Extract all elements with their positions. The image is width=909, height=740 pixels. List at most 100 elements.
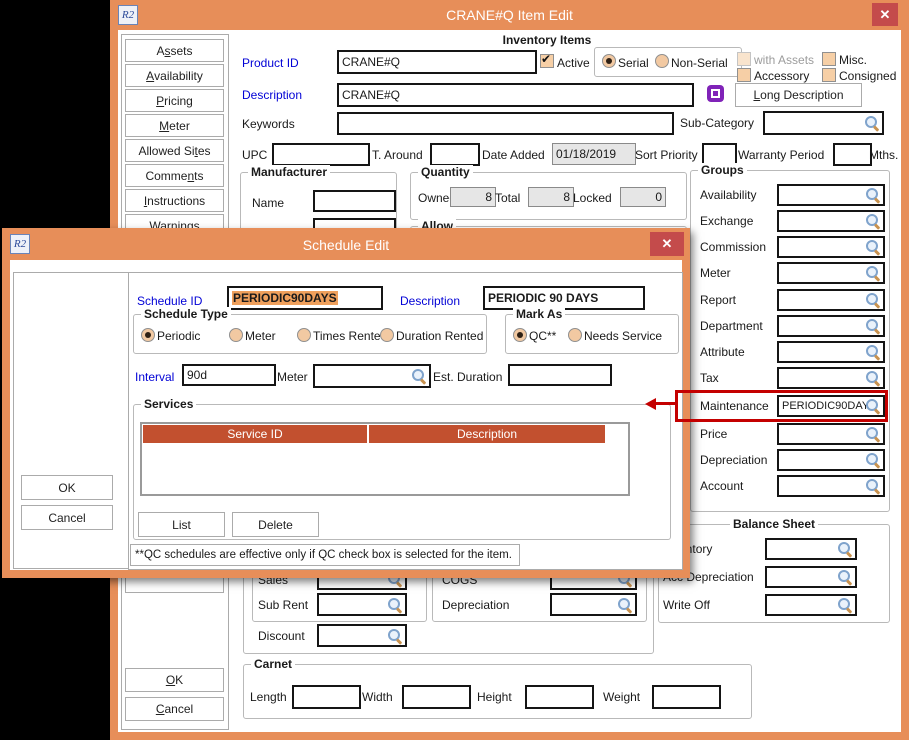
search-icon[interactable] (864, 115, 880, 131)
delete-button[interactable]: Delete (232, 512, 319, 537)
est-duration-input[interactable] (508, 364, 612, 386)
group-lookup-commission[interactable] (777, 236, 885, 258)
search-icon[interactable] (865, 318, 881, 334)
close-icon[interactable]: ✕ (872, 3, 898, 26)
schedule-id-label: Schedule ID (137, 294, 203, 308)
warranty-period-input[interactable] (833, 143, 872, 166)
group-lookup-report[interactable] (777, 289, 885, 311)
search-icon[interactable] (865, 239, 881, 255)
search-icon[interactable] (387, 597, 403, 613)
manufacturer-name-input[interactable] (313, 190, 396, 212)
weight-input[interactable] (652, 685, 721, 709)
search-icon[interactable] (837, 541, 853, 557)
sidebar-item-allowed-sites[interactable]: Allowed Si t es (125, 139, 224, 162)
group-lookup-meter[interactable] (777, 262, 885, 284)
needs-service-label: Needs Service (584, 329, 663, 343)
selected-text: PERIODIC90DAYS (232, 291, 338, 305)
search-icon[interactable] (865, 426, 881, 442)
groups-group: Groups (690, 163, 890, 512)
warranty-period-label: Warranty Period (738, 148, 825, 162)
group-lookup-depreciation[interactable] (777, 449, 885, 471)
search-icon[interactable] (865, 292, 881, 308)
services-table[interactable]: Service ID Description (140, 422, 630, 496)
accessory-checkbox[interactable] (737, 68, 751, 82)
group-lookup-account[interactable] (777, 475, 885, 497)
meter-radio[interactable] (229, 328, 243, 342)
t-around-input[interactable] (430, 143, 480, 166)
product-id-input[interactable]: CRANE#Q (337, 50, 537, 74)
keywords-input[interactable] (337, 112, 674, 135)
active-checkbox[interactable] (540, 52, 554, 68)
search-icon[interactable] (865, 187, 881, 203)
col-service-id[interactable]: Service ID (143, 425, 367, 443)
sub-rent-lookup[interactable] (317, 593, 407, 616)
discount-lookup[interactable] (317, 624, 407, 647)
needs-service-radio[interactable] (568, 328, 582, 342)
balance-lookup-acc-depreciation[interactable] (765, 566, 857, 588)
dialog-title: Schedule Edit (302, 237, 390, 253)
search-icon[interactable] (865, 213, 881, 229)
group-lookup-exchange[interactable] (777, 210, 885, 232)
owned-field: 8 (450, 187, 496, 207)
sidebar-item-comments[interactable]: Comme n ts (125, 164, 224, 187)
balance-lookup-write-off[interactable] (765, 594, 857, 616)
non-serial-radio[interactable] (655, 54, 669, 68)
group-lookup-availability[interactable] (777, 184, 885, 206)
periodic-radio[interactable] (141, 328, 155, 342)
group-lookup-maintenance[interactable]: PERIODIC90DAYS (777, 395, 885, 417)
width-input[interactable] (402, 685, 471, 709)
upc-input[interactable] (272, 143, 370, 166)
col-description[interactable]: Description (369, 425, 605, 443)
length-input[interactable] (292, 685, 361, 709)
group-label-price: Price (700, 427, 728, 441)
balance-lookup-inventory[interactable] (765, 538, 857, 560)
group-lookup-tax[interactable] (777, 367, 885, 389)
group-label-exchange: Exchange (700, 214, 754, 228)
search-icon[interactable] (387, 628, 403, 644)
schedule-edit-dialog: R2 Schedule Edit ✕ OK Cancel Schedule ID… (2, 228, 690, 578)
interval-input[interactable]: 90d (182, 364, 276, 386)
height-input[interactable] (525, 685, 594, 709)
description-label: Description (242, 88, 303, 102)
date-added-field: 01/18/2019 (552, 143, 636, 165)
product-id-label: Product ID (242, 56, 299, 70)
search-icon[interactable] (865, 478, 881, 494)
search-icon[interactable] (837, 569, 853, 585)
search-icon[interactable] (865, 370, 881, 386)
consigned-checkbox[interactable] (822, 68, 836, 82)
search-icon[interactable] (865, 452, 881, 468)
depreciation-account-lookup[interactable] (550, 593, 637, 616)
group-lookup-attribute[interactable] (777, 341, 885, 363)
group-lookup-department[interactable] (777, 315, 885, 337)
dialog-cancel-button[interactable]: Cancel (21, 505, 113, 530)
group-lookup-price[interactable] (777, 423, 885, 445)
group-label-department: Department (700, 319, 763, 333)
sub-category-lookup[interactable] (763, 111, 884, 135)
interval-label: Interval (135, 370, 175, 384)
search-icon[interactable] (837, 597, 853, 613)
schedule-id-input[interactable]: PERIODIC90DAYS (227, 286, 383, 310)
search-icon[interactable] (865, 265, 881, 281)
times-rented-radio[interactable] (297, 328, 311, 342)
search-icon[interactable] (865, 398, 881, 414)
close-icon[interactable]: ✕ (650, 232, 684, 256)
misc-checkbox[interactable] (822, 52, 836, 66)
rich-text-icon[interactable] (707, 85, 724, 102)
duration-rented-radio[interactable] (380, 328, 394, 342)
qc-note: **QC schedules are effective only if QC … (130, 544, 520, 566)
search-icon[interactable] (617, 597, 633, 613)
qc-radio[interactable] (513, 328, 527, 342)
description-input[interactable]: CRANE#Q (337, 83, 694, 107)
search-icon[interactable] (865, 344, 881, 360)
dialog-ok-button[interactable]: OK (21, 475, 113, 500)
serial-radio[interactable] (602, 54, 616, 68)
list-button[interactable]: List (138, 512, 225, 537)
